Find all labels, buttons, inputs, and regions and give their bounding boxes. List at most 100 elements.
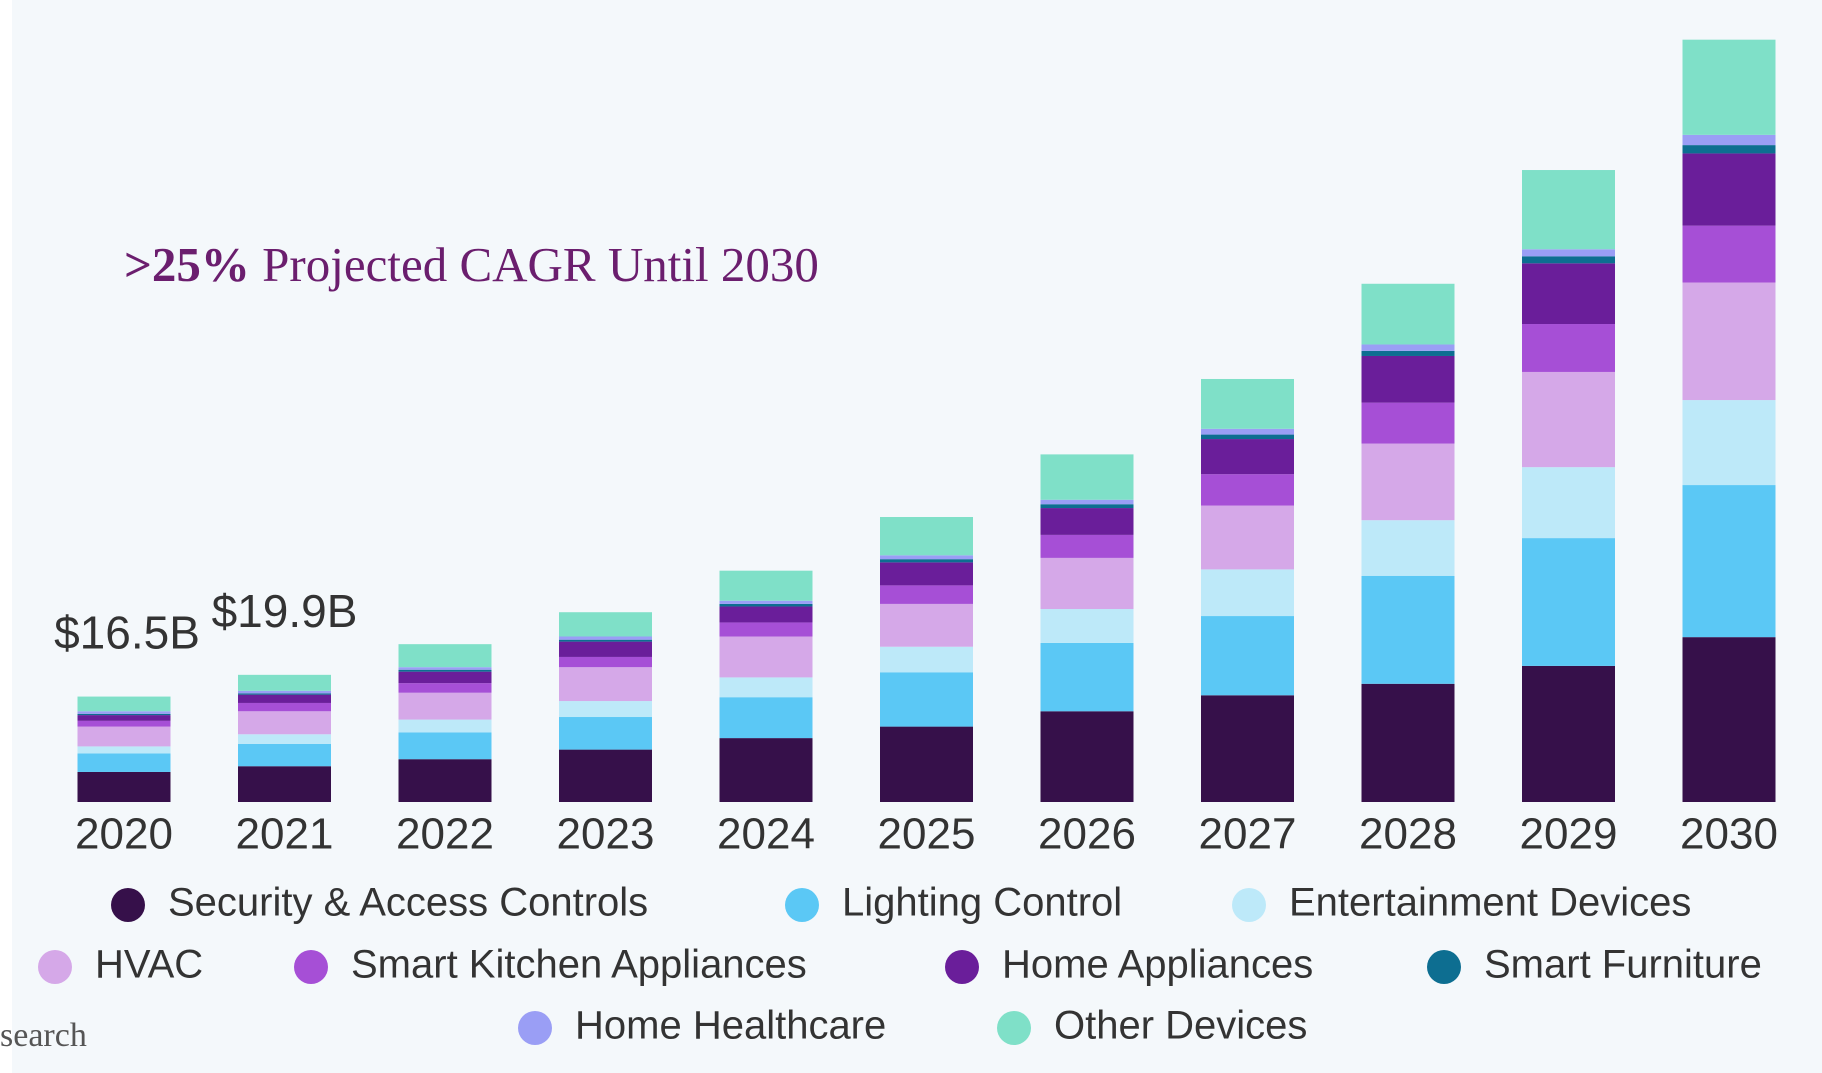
bar-segment [559, 612, 652, 637]
bar-segment [1040, 642, 1134, 712]
x-tick-label: 2026 [1038, 810, 1136, 859]
bar-segment [1682, 153, 1776, 226]
x-tick-label: 2030 [1680, 810, 1778, 859]
bar-segment [1201, 439, 1294, 475]
annotation-text: Projected CAGR Until 2030 [262, 237, 819, 292]
bar-segment [1361, 683, 1455, 802]
bar-segment [1040, 508, 1134, 535]
bar-segment [719, 570, 813, 601]
bar-segment [559, 701, 652, 718]
bar-segment [719, 606, 813, 623]
x-tick-label: 2028 [1359, 810, 1457, 859]
legend-label: Security & Access Controls [168, 881, 648, 925]
bar-segment [398, 732, 492, 760]
legend-label: Smart Kitchen Appliances [351, 943, 807, 987]
bar-segment [238, 702, 331, 712]
bar-segment [880, 559, 973, 563]
bar-segment [880, 603, 973, 647]
bar-segment [1361, 350, 1455, 356]
bar-segment [1682, 134, 1776, 146]
bar-segment [398, 719, 492, 733]
legend-marker [518, 1011, 552, 1045]
bar-segment [1040, 454, 1134, 500]
bar-segment [1201, 616, 1294, 696]
bar-segment [719, 636, 813, 678]
bar-segment [238, 766, 331, 802]
bar-segment [559, 667, 652, 702]
bar-segment [1522, 538, 1615, 666]
legend-label: Lighting Control [842, 881, 1122, 925]
bar-segment [559, 636, 652, 640]
legend-marker [111, 888, 145, 922]
bar-segment [1361, 344, 1455, 351]
annotation-bold: >25% [124, 237, 250, 292]
bar-segment [1201, 378, 1294, 429]
bar-segment [1201, 428, 1294, 435]
bar-segment [1522, 467, 1615, 539]
legend-label: Smart Furniture [1484, 943, 1762, 987]
x-tick-label: 2024 [717, 810, 815, 859]
legend-label: Home Healthcare [575, 1004, 886, 1048]
legend-label: Entertainment Devices [1289, 881, 1691, 925]
bar-segment [238, 734, 331, 744]
bar-segment [77, 771, 171, 802]
x-tick-label: 2027 [1199, 810, 1297, 859]
legend-marker [785, 888, 819, 922]
bar-segment [1682, 282, 1776, 401]
bar-segment [719, 677, 813, 698]
bar-segment [1201, 474, 1294, 506]
bar-segment [559, 639, 652, 642]
bar-segment [77, 753, 171, 772]
bar-segment [77, 713, 171, 716]
bar-segment [1682, 400, 1776, 486]
bar-segment [880, 585, 973, 604]
bar-segment [880, 555, 973, 560]
legend-marker [38, 950, 72, 984]
legend-marker [1232, 888, 1266, 922]
legend-marker [997, 1011, 1031, 1045]
bar-segment [238, 711, 331, 735]
bar-segment [1040, 504, 1134, 509]
total-label: $19.9B [212, 585, 358, 637]
bar-segment [1682, 145, 1776, 154]
bar-segment [398, 667, 492, 670]
x-tick-label: 2022 [396, 810, 494, 859]
bar-segment [880, 517, 973, 556]
bar-segment [1682, 225, 1776, 283]
x-tick-label: 2025 [878, 810, 976, 859]
bar-segment [559, 749, 652, 802]
legend-label: Home Appliances [1002, 943, 1313, 987]
bar-segment [398, 669, 492, 672]
bar-segment [77, 726, 171, 747]
bar-segment [398, 644, 492, 668]
bar-segment [77, 696, 171, 712]
bar-segment [1361, 355, 1455, 403]
bar-segment [719, 600, 813, 604]
bar-segment [1040, 557, 1134, 610]
bar-segment [1361, 520, 1455, 576]
bar-segment [559, 641, 652, 657]
x-tick-label: 2021 [236, 810, 334, 859]
bar-segment [77, 746, 171, 754]
bar-segment [1361, 402, 1455, 444]
bar-segment [1522, 665, 1615, 802]
legend-label: HVAC [95, 943, 203, 987]
bar-segment [719, 622, 813, 637]
bar-segment [398, 759, 492, 802]
bar-segment [1522, 170, 1615, 250]
legend-marker [1427, 950, 1461, 984]
bar-segment [880, 646, 973, 673]
bar-segment [1361, 575, 1455, 684]
x-tick-label: 2029 [1520, 810, 1618, 859]
x-tick-label: 2020 [75, 810, 173, 859]
bar-segment [1040, 534, 1134, 558]
bar-segment [880, 672, 973, 727]
bar-segment [1040, 499, 1134, 505]
bar-segment [1522, 249, 1615, 257]
legend-marker [294, 950, 328, 984]
bar-segment [1201, 434, 1294, 440]
bar-segment [77, 715, 171, 721]
bar-segment [77, 720, 171, 727]
bar-segment [1682, 39, 1776, 135]
